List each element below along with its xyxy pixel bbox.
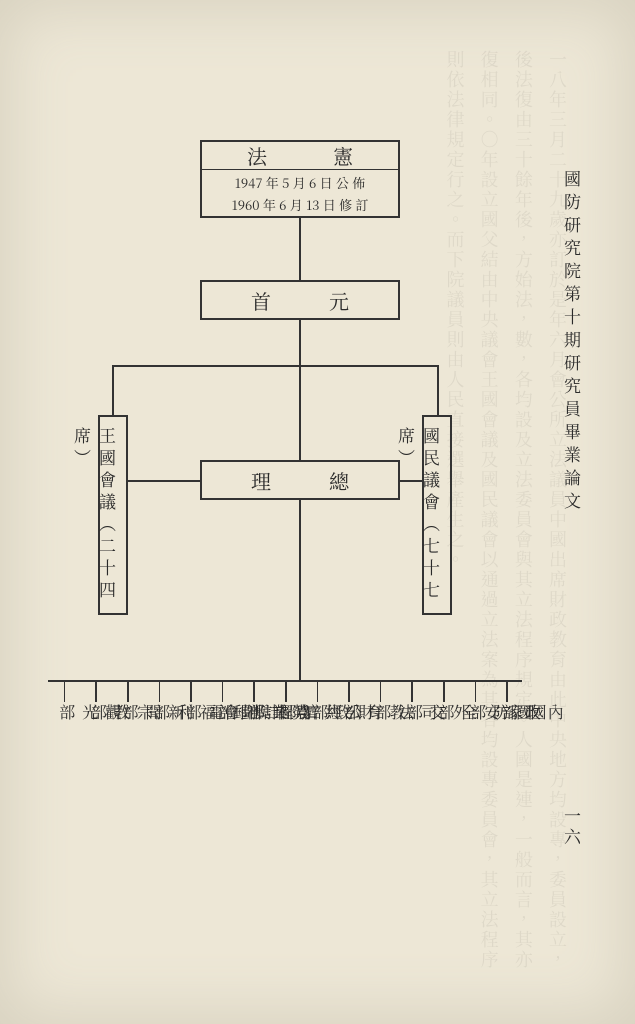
edge	[400, 480, 422, 482]
edge	[112, 365, 438, 367]
node-head-of-state: 首 元	[200, 280, 400, 320]
node-constitution: 法 憲 1947 年 5 月 6 日 公 佈 1960 年 6 月 13 日 修…	[200, 140, 400, 218]
edge	[475, 680, 477, 702]
constitution-title: 法 憲	[202, 142, 398, 170]
label: 首	[251, 286, 271, 315]
node-prime-minister: 理 總	[200, 460, 400, 500]
edge	[95, 680, 97, 702]
edge	[112, 365, 114, 415]
label: 元	[329, 286, 349, 315]
edge	[127, 680, 129, 702]
edge	[437, 365, 439, 415]
label: 憲	[333, 142, 353, 169]
edge	[317, 680, 319, 702]
edge	[64, 680, 66, 702]
date-promulgated: 1947 年 5 月 6 日 公 佈	[202, 172, 398, 194]
edge	[190, 680, 192, 702]
label: 理	[251, 466, 271, 495]
label: 法	[247, 142, 267, 169]
label: 總	[329, 466, 349, 495]
edge	[299, 320, 301, 365]
constitution-dates: 1947 年 5 月 6 日 公 佈 1960 年 6 月 13 日 修 訂	[202, 170, 398, 216]
edge	[159, 680, 161, 702]
page-number: 一六	[560, 807, 585, 849]
org-chart: 法 憲 1947 年 5 月 6 日 公 佈 1960 年 6 月 13 日 修…	[50, 140, 520, 900]
edge	[299, 365, 301, 460]
node-national-assembly: 國民議會（七十七席）	[422, 415, 452, 615]
date-revised: 1960 年 6 月 13 日 修 訂	[202, 194, 398, 216]
ministry-label: 觀光部	[56, 704, 125, 726]
node-royal-council: 王國會議（二十四席）	[98, 415, 128, 615]
edge	[506, 680, 508, 702]
edge	[348, 680, 350, 702]
page-header-title: 國防研究院第十期研究員畢業論文	[560, 170, 585, 515]
edge	[253, 680, 255, 702]
edge	[128, 480, 200, 482]
edge	[285, 680, 287, 702]
edge	[443, 680, 445, 702]
edge	[411, 680, 413, 702]
edge	[299, 218, 301, 280]
edge	[380, 680, 382, 702]
edge	[222, 680, 224, 702]
edge	[299, 500, 301, 680]
